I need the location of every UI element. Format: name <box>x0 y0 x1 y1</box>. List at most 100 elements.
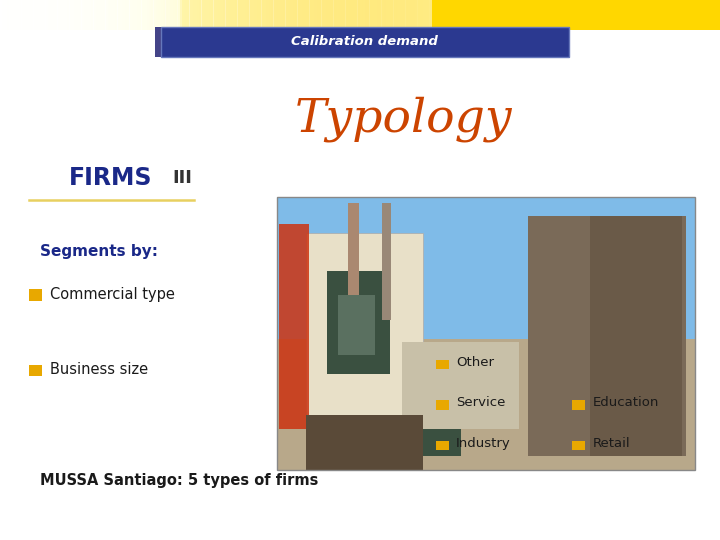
Bar <box>646 0 650 30</box>
Bar <box>147 0 150 30</box>
Bar <box>713 0 717 30</box>
Bar <box>197 0 202 30</box>
Bar <box>305 0 310 30</box>
Bar <box>377 0 380 30</box>
Bar <box>175 0 180 30</box>
Bar <box>239 0 242 30</box>
Bar <box>703 0 708 30</box>
Bar <box>547 0 552 30</box>
Bar <box>315 0 319 30</box>
Bar <box>343 0 348 30</box>
Bar <box>374 0 377 30</box>
Bar <box>614 0 619 30</box>
Bar <box>691 0 696 30</box>
Bar <box>265 0 268 30</box>
Bar <box>269 0 274 30</box>
Bar <box>653 0 657 30</box>
Bar <box>583 0 588 30</box>
Bar <box>518 0 523 30</box>
Bar <box>426 0 429 30</box>
Bar <box>533 0 537 30</box>
Bar <box>158 0 161 30</box>
Bar <box>343 0 346 30</box>
Bar <box>670 0 674 30</box>
Bar <box>72 0 76 30</box>
Bar <box>593 0 598 30</box>
Bar <box>324 0 328 30</box>
Bar <box>99 0 103 30</box>
Bar <box>187 0 190 30</box>
Bar <box>221 0 225 30</box>
Bar <box>684 0 688 30</box>
Bar <box>259 0 262 30</box>
Bar <box>348 0 353 30</box>
Bar <box>319 0 324 30</box>
Bar <box>307 415 423 470</box>
Bar <box>276 0 281 30</box>
Bar <box>192 0 197 30</box>
Bar <box>290 0 295 30</box>
Bar <box>382 0 386 30</box>
Bar <box>665 0 670 30</box>
Bar <box>463 0 468 30</box>
Bar <box>115 0 120 30</box>
Bar <box>266 0 271 30</box>
Bar <box>0 0 4 30</box>
Bar <box>477 0 482 30</box>
Bar <box>48 0 53 30</box>
Bar <box>146 0 151 30</box>
Bar <box>346 0 350 30</box>
Bar <box>569 0 573 30</box>
Bar <box>526 0 530 30</box>
Bar <box>127 0 132 30</box>
Bar <box>612 0 616 30</box>
Bar <box>228 0 233 30</box>
Bar <box>262 0 265 30</box>
Bar <box>317 0 320 30</box>
Bar <box>50 0 55 30</box>
Bar <box>271 0 276 30</box>
Bar <box>403 0 408 30</box>
Bar <box>125 0 130 30</box>
Bar <box>441 0 446 30</box>
Bar <box>163 0 168 30</box>
Bar <box>300 0 302 30</box>
Bar <box>629 0 634 30</box>
Bar <box>643 0 648 30</box>
Bar <box>189 0 194 30</box>
Bar <box>178 0 182 30</box>
Bar <box>475 0 480 30</box>
Bar <box>353 0 357 30</box>
Bar <box>7 0 12 30</box>
Bar <box>322 0 326 30</box>
Bar <box>454 0 458 30</box>
Bar <box>199 0 202 30</box>
Bar <box>144 0 148 30</box>
Bar <box>578 0 583 30</box>
Bar <box>379 0 384 30</box>
Text: III: III <box>173 169 193 187</box>
Bar <box>9 0 14 30</box>
Bar <box>689 0 693 30</box>
Bar <box>331 0 334 30</box>
Bar <box>204 0 207 30</box>
Bar <box>648 0 652 30</box>
Bar <box>677 0 681 30</box>
Bar <box>341 0 346 30</box>
Bar <box>509 0 513 30</box>
Bar <box>216 0 220 30</box>
Text: Typology: Typology <box>294 96 512 141</box>
Bar <box>468 0 472 30</box>
Bar <box>77 0 81 30</box>
Bar <box>179 0 181 30</box>
Bar <box>29 0 33 30</box>
Bar <box>413 0 418 30</box>
Bar <box>639 0 643 30</box>
Bar <box>161 0 164 30</box>
Bar <box>22 0 26 30</box>
Bar <box>180 0 184 30</box>
Bar <box>650 0 655 30</box>
Bar <box>300 0 305 30</box>
Bar <box>17 0 22 30</box>
Bar <box>268 0 271 30</box>
